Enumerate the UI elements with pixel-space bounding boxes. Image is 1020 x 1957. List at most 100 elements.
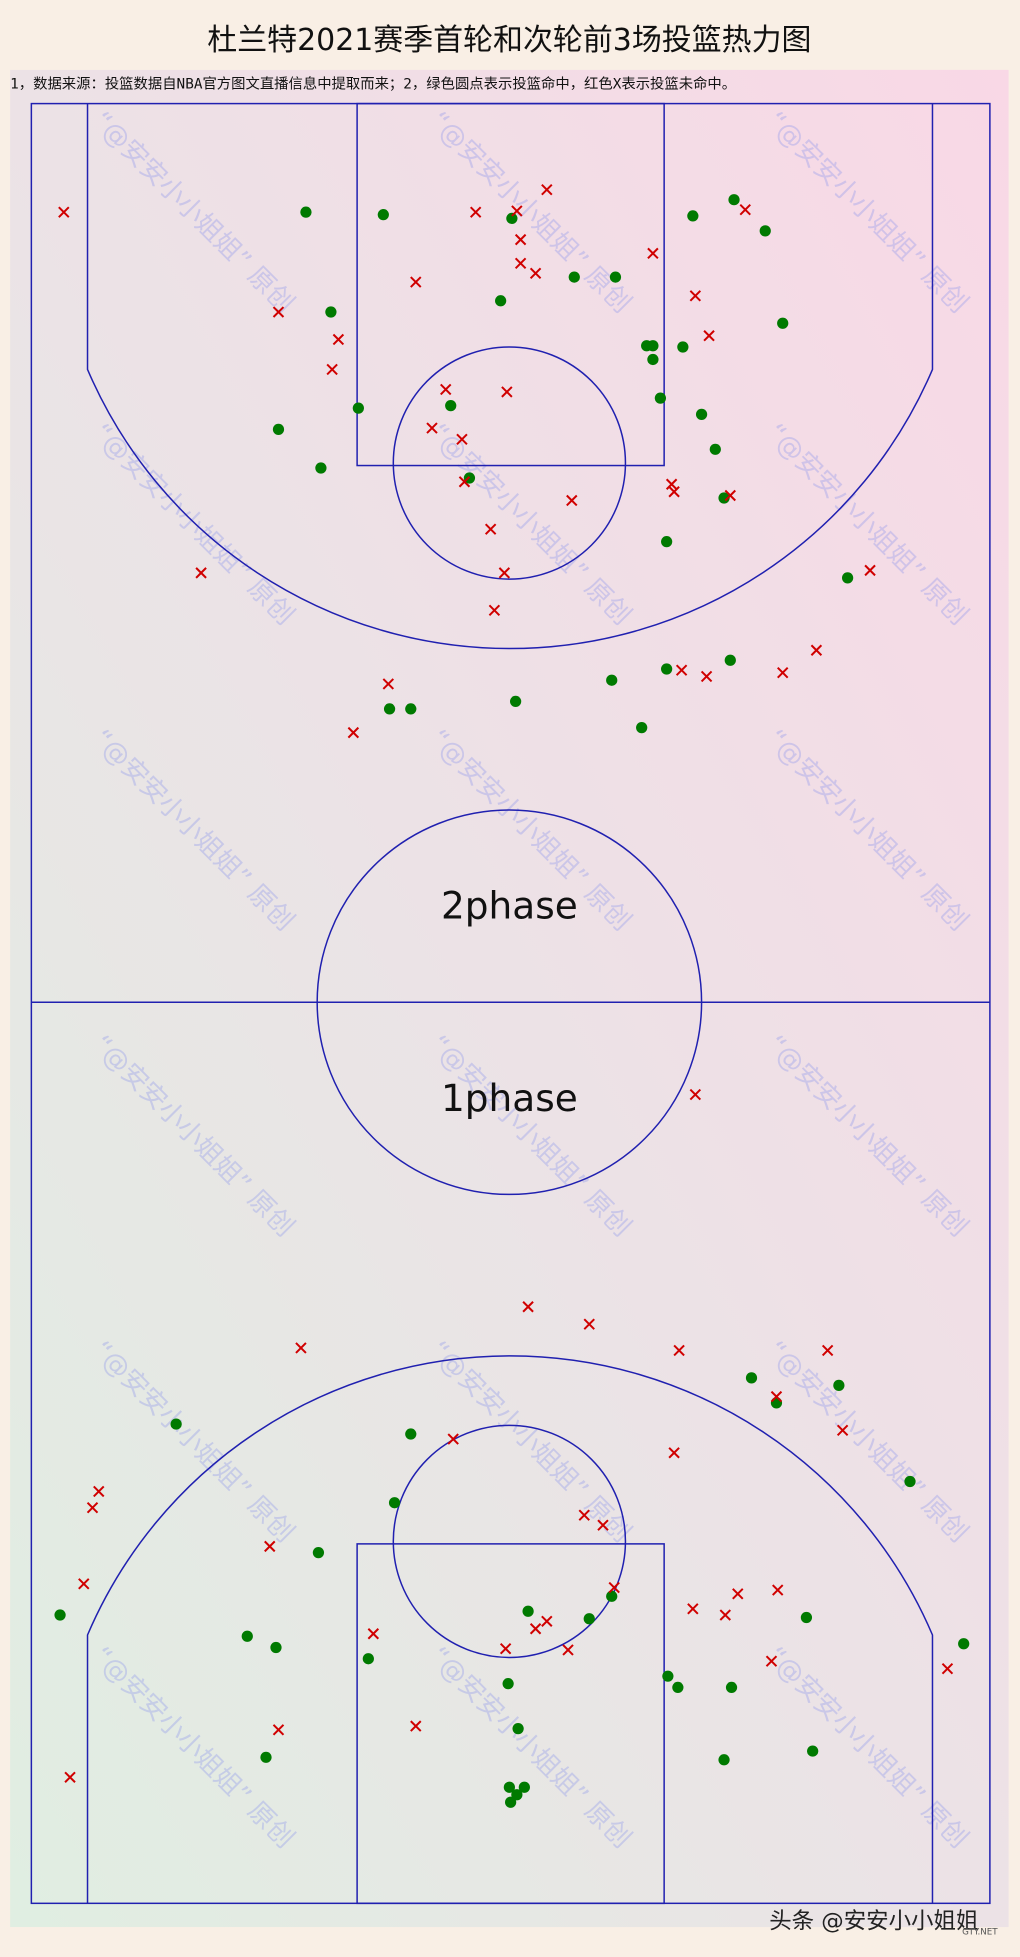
shot-made xyxy=(388,1497,401,1509)
shot-missed xyxy=(668,486,680,498)
shot-made xyxy=(362,1653,374,1665)
shot-missed xyxy=(647,247,659,260)
shot-missed xyxy=(195,567,207,579)
shot-missed xyxy=(541,1615,553,1627)
shot-missed xyxy=(562,1644,574,1656)
shot-missed xyxy=(700,670,713,683)
shot-made xyxy=(54,1609,66,1621)
shot-missed xyxy=(86,1501,99,1514)
shot-made xyxy=(770,1397,783,1409)
shot-missed xyxy=(765,1655,778,1667)
shot-made xyxy=(606,1590,618,1602)
shot-missed xyxy=(382,678,395,690)
shot-made xyxy=(352,402,364,414)
shot-made xyxy=(609,271,622,283)
shot-made xyxy=(709,443,721,455)
shot-missed xyxy=(58,206,70,218)
half-label: 2phase xyxy=(441,884,578,928)
shot-made xyxy=(841,572,854,584)
shot-made xyxy=(904,1475,916,1488)
shot-made xyxy=(647,353,659,366)
shot-missed xyxy=(367,1628,380,1640)
shot-missed xyxy=(578,1509,590,1521)
shot-made xyxy=(300,206,312,218)
shot-made xyxy=(405,703,417,715)
shot-missed xyxy=(484,523,497,535)
shot-missed xyxy=(719,1609,731,1621)
shot-made xyxy=(270,1641,282,1654)
shot-made xyxy=(405,1428,417,1440)
shot-missed xyxy=(687,1603,699,1615)
shot-made xyxy=(718,1754,730,1766)
shot-missed xyxy=(689,290,702,302)
shot-missed xyxy=(488,604,501,617)
shot-made xyxy=(777,317,789,329)
shot-missed xyxy=(511,205,523,217)
shot-made xyxy=(518,1781,530,1793)
shot-made xyxy=(800,1611,813,1624)
shot-missed xyxy=(583,1318,595,1330)
shot-made xyxy=(672,1681,684,1694)
shot-made xyxy=(511,1789,523,1801)
shot-made xyxy=(718,492,730,504)
shot-missed xyxy=(941,1662,954,1675)
shot-made xyxy=(312,1547,325,1559)
shot-missed xyxy=(447,1433,459,1445)
shot-made xyxy=(661,663,673,675)
shot-missed xyxy=(777,667,789,679)
shot-made xyxy=(383,703,396,715)
shot-made xyxy=(661,536,673,548)
shot-missed xyxy=(514,233,527,246)
shot-missed xyxy=(566,494,578,507)
shot-made xyxy=(272,423,285,435)
shot-missed xyxy=(272,1724,285,1736)
shot-made xyxy=(377,209,389,221)
shot-made xyxy=(728,194,740,206)
shot-made xyxy=(647,340,659,352)
shot-missed xyxy=(93,1485,105,1498)
shot-missed xyxy=(347,726,360,739)
shot-made xyxy=(606,674,618,686)
shot-missed xyxy=(458,476,471,488)
shot-missed xyxy=(64,1771,76,1783)
shot-missed xyxy=(675,664,688,676)
shot-missed xyxy=(529,267,542,280)
shot-missed xyxy=(410,1720,422,1732)
shot-made xyxy=(260,1751,272,1763)
half-label: 1phase xyxy=(441,1076,578,1120)
shot-missed xyxy=(499,1643,512,1655)
court-background xyxy=(10,69,1009,1928)
shot-missed xyxy=(864,564,876,577)
shot-made xyxy=(510,695,522,708)
shot-missed xyxy=(673,1344,685,1357)
shot-missed xyxy=(739,203,751,216)
footer: 头条 @安安小小姐姐 xyxy=(769,1908,978,1934)
shot-made xyxy=(568,271,580,283)
shot-made xyxy=(522,1605,534,1617)
shot-made xyxy=(502,1678,514,1690)
shot-made xyxy=(958,1638,970,1650)
shot-made xyxy=(662,1670,674,1682)
shot-missed xyxy=(440,383,452,396)
shot-made xyxy=(745,1372,758,1384)
shot-made xyxy=(315,462,327,474)
shot-missed xyxy=(469,206,482,218)
shot-made xyxy=(636,722,648,734)
shots xyxy=(54,184,970,1808)
shot-made xyxy=(759,225,771,237)
court-lines xyxy=(30,102,991,1905)
shot-missed xyxy=(836,1424,849,1437)
shot-missed xyxy=(597,1519,609,1531)
shot-missed xyxy=(810,644,823,656)
shot-missed xyxy=(668,1447,680,1459)
shot-made xyxy=(445,400,457,412)
shot-made xyxy=(725,1681,738,1694)
shot-missed xyxy=(821,1344,834,1357)
shot-missed xyxy=(295,1342,307,1354)
shot-made xyxy=(695,408,708,420)
shot-missed xyxy=(264,1540,276,1553)
shot-missed xyxy=(703,330,715,342)
shot-missed xyxy=(78,1578,90,1590)
shot-missed xyxy=(272,306,285,318)
